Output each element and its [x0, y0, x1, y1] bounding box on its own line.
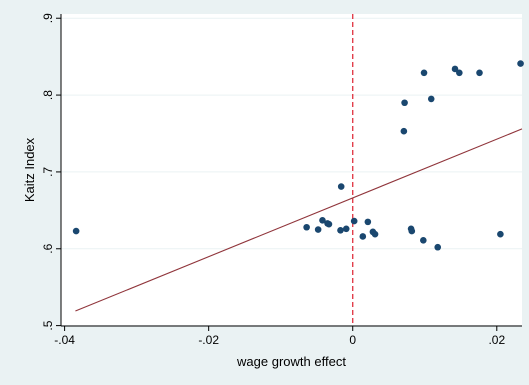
data-point — [371, 230, 379, 238]
y-tick-label: .5 — [41, 320, 55, 330]
data-point — [400, 127, 408, 135]
axes — [60, 14, 522, 327]
data-points — [72, 60, 524, 251]
data-point — [451, 65, 459, 73]
data-point — [342, 225, 350, 233]
y-axis-ticks: .5 .6 .7 .8 .9 — [41, 13, 61, 331]
y-tick-label: .8 — [41, 90, 55, 100]
data-point — [303, 223, 310, 231]
fit-line-group — [75, 128, 523, 312]
x-tick-label: 0 — [349, 333, 356, 347]
data-point — [420, 69, 428, 77]
data-point — [319, 217, 326, 224]
data-point — [337, 227, 344, 234]
y-tick-label: .6 — [41, 243, 55, 253]
x-axis-title: wage growth effect — [236, 354, 346, 369]
data-point — [517, 60, 524, 67]
data-point — [359, 233, 367, 240]
data-point — [456, 69, 463, 77]
x-tick-label: -.02 — [198, 333, 219, 347]
data-point — [420, 237, 427, 244]
plot-area — [61, 14, 522, 326]
x-axis-ticks: -.04 -.02 0 .02 — [54, 326, 505, 347]
data-point — [325, 220, 333, 228]
y-axis-title: Kaitz Index — [22, 137, 37, 202]
data-point — [427, 95, 435, 103]
data-point — [476, 69, 483, 77]
data-point — [434, 243, 442, 251]
data-point — [337, 183, 345, 190]
data-point — [408, 227, 416, 235]
data-point — [314, 226, 322, 233]
data-point — [401, 99, 408, 107]
data-point — [72, 227, 80, 235]
data-point — [350, 217, 358, 225]
data-point — [497, 230, 504, 238]
data-point — [364, 218, 372, 226]
y-tick-label: .9 — [41, 13, 55, 23]
y-tick-label: .7 — [41, 167, 55, 177]
x-tick-label: -.04 — [54, 333, 75, 347]
x-tick-label: .02 — [488, 333, 505, 347]
fit-line — [75, 128, 523, 312]
